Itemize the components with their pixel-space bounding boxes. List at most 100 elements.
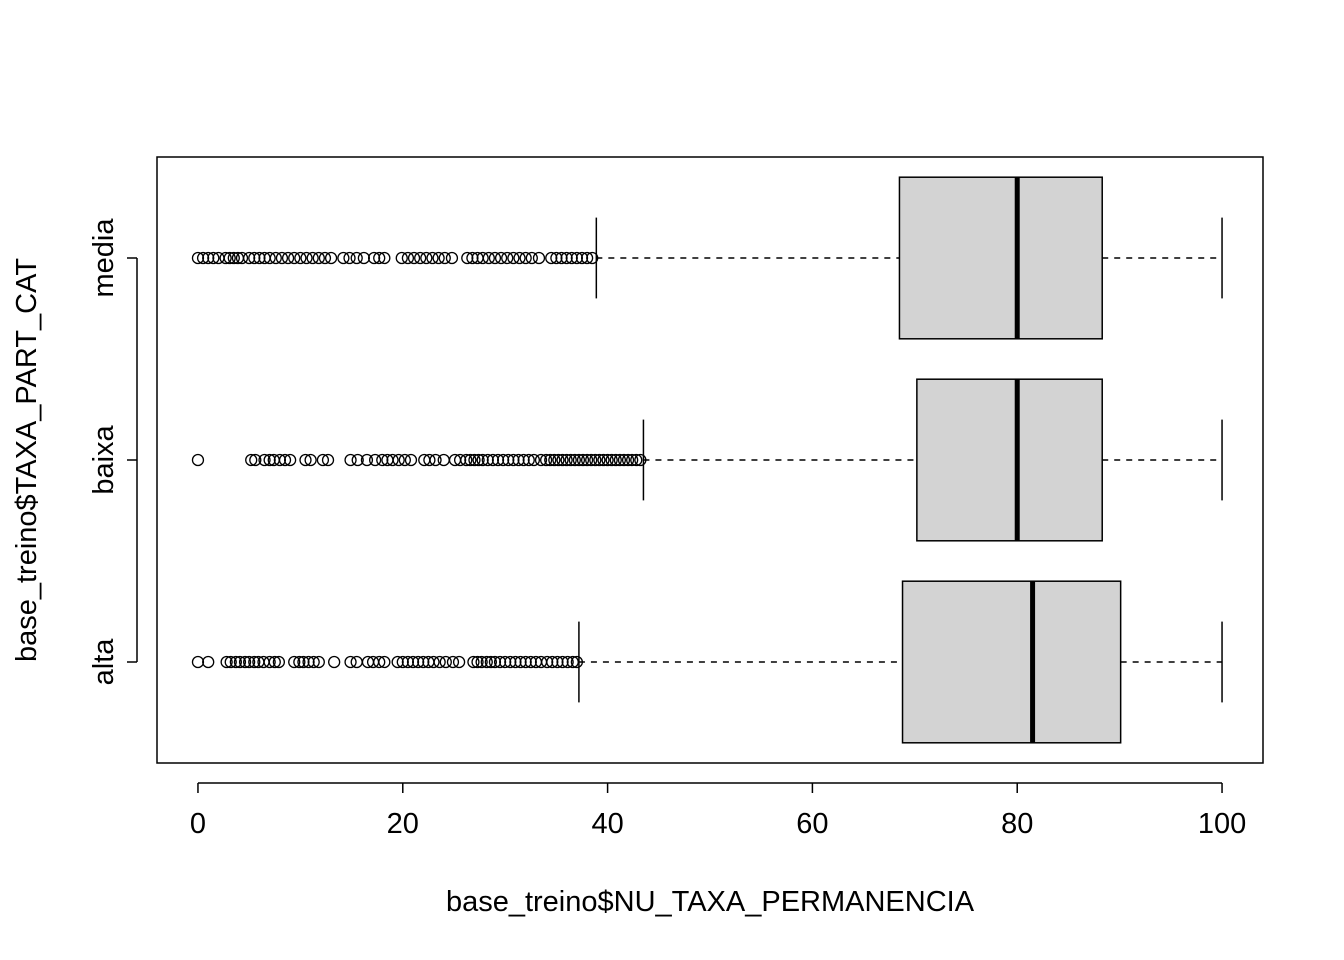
outlier-point — [224, 655, 237, 669]
box-media — [191, 176, 1223, 340]
outlier-point — [560, 251, 573, 265]
x-tick-label: 100 — [1198, 808, 1246, 840]
outlier-point — [509, 655, 522, 669]
outlier-point — [360, 453, 374, 467]
outlier-point — [488, 251, 502, 265]
outlier-point — [548, 453, 561, 467]
outlier-point — [227, 251, 240, 265]
outlier-point — [504, 655, 517, 669]
outlier-point — [275, 251, 289, 265]
outlier-point — [576, 453, 590, 467]
outlier-point — [609, 453, 622, 467]
outlier-point — [524, 655, 537, 669]
outlier-point — [601, 453, 614, 467]
outlier-point — [357, 251, 371, 265]
outlier-point — [565, 251, 578, 265]
outlier-point — [586, 251, 599, 265]
outlier-point — [461, 251, 474, 265]
outlier-point — [376, 453, 389, 467]
outlier-point — [248, 655, 261, 669]
outlier-point — [432, 251, 445, 265]
outlier-point — [476, 251, 489, 265]
outlier-point — [196, 251, 210, 265]
y-tick-label: alta — [88, 638, 120, 686]
outlier-point — [420, 251, 433, 265]
outlier-point — [556, 655, 569, 669]
outlier-point — [249, 453, 262, 467]
x-tick-label: 60 — [796, 808, 828, 840]
outlier-point — [248, 251, 261, 265]
outlier-point — [318, 251, 332, 265]
outlier-point — [481, 453, 494, 467]
outlier-point — [519, 655, 532, 669]
outlier-point — [243, 655, 256, 669]
outlier-point — [414, 251, 427, 265]
outlier-point — [556, 453, 569, 467]
outlier-point — [373, 251, 386, 265]
outlier-point — [429, 453, 442, 467]
outlier-point — [546, 655, 559, 669]
outlier-point — [544, 453, 557, 467]
outlier-point — [617, 453, 631, 467]
outlier-point — [396, 655, 409, 669]
outlier-point — [304, 453, 317, 467]
outlier-point — [493, 655, 507, 669]
outlier-point — [552, 453, 565, 467]
outlier-point — [466, 251, 479, 265]
outlier-point — [621, 453, 635, 467]
outlier-point — [551, 655, 564, 669]
outlier-point — [484, 655, 497, 669]
box-baixa — [191, 378, 1223, 542]
outlier-point — [550, 251, 563, 265]
outlier-point — [269, 251, 282, 265]
outlier-point — [344, 655, 357, 669]
outlier-point — [272, 655, 286, 669]
outlier-point — [527, 453, 541, 467]
outlier-point — [464, 453, 477, 467]
outlier-point — [585, 453, 598, 467]
outlier-point — [568, 453, 581, 467]
outlier-point — [392, 453, 405, 467]
outlier-point — [344, 453, 357, 467]
outlier-point — [263, 655, 276, 669]
outlier-point — [278, 453, 292, 467]
outlier-point — [191, 655, 205, 669]
outlier-point — [235, 251, 249, 265]
outlier-point — [202, 251, 215, 265]
outlier-point — [306, 251, 319, 265]
outlier-point — [263, 453, 276, 467]
x-axis-label: base_treino$NU_TAXA_PERMANENCIA — [446, 886, 975, 918]
outlier-point — [427, 655, 440, 669]
outlier-point — [575, 251, 589, 265]
outlier-point — [634, 453, 647, 467]
outlier-point — [561, 655, 574, 669]
outlier-point — [302, 655, 315, 669]
outlier-point — [488, 655, 502, 669]
outlier-point — [570, 251, 584, 265]
outlier-point — [207, 251, 220, 265]
outlier-point — [281, 251, 295, 265]
outlier-point — [238, 655, 252, 669]
outlier-point — [373, 655, 386, 669]
outlier-point — [423, 453, 436, 467]
box-iqr — [916, 378, 1103, 542]
outlier-point — [312, 655, 325, 669]
outlier-point — [570, 655, 584, 669]
outlier-point — [386, 453, 399, 467]
outlier-point — [580, 251, 594, 265]
outlier-point — [501, 251, 514, 265]
outlier-point — [541, 655, 554, 669]
outlier-point — [539, 453, 553, 467]
outlier-point — [398, 453, 411, 467]
outlier-point — [491, 453, 505, 467]
outlier-point — [351, 453, 364, 467]
outlier-point — [468, 453, 481, 467]
outlier-point — [439, 655, 452, 669]
outlier-point — [391, 655, 404, 669]
outlier-point — [191, 251, 205, 265]
outlier-point — [312, 251, 325, 265]
outlier-point — [202, 655, 215, 669]
outlier-point — [522, 453, 535, 467]
outlier-point — [517, 453, 530, 467]
outlier-point — [401, 655, 415, 669]
